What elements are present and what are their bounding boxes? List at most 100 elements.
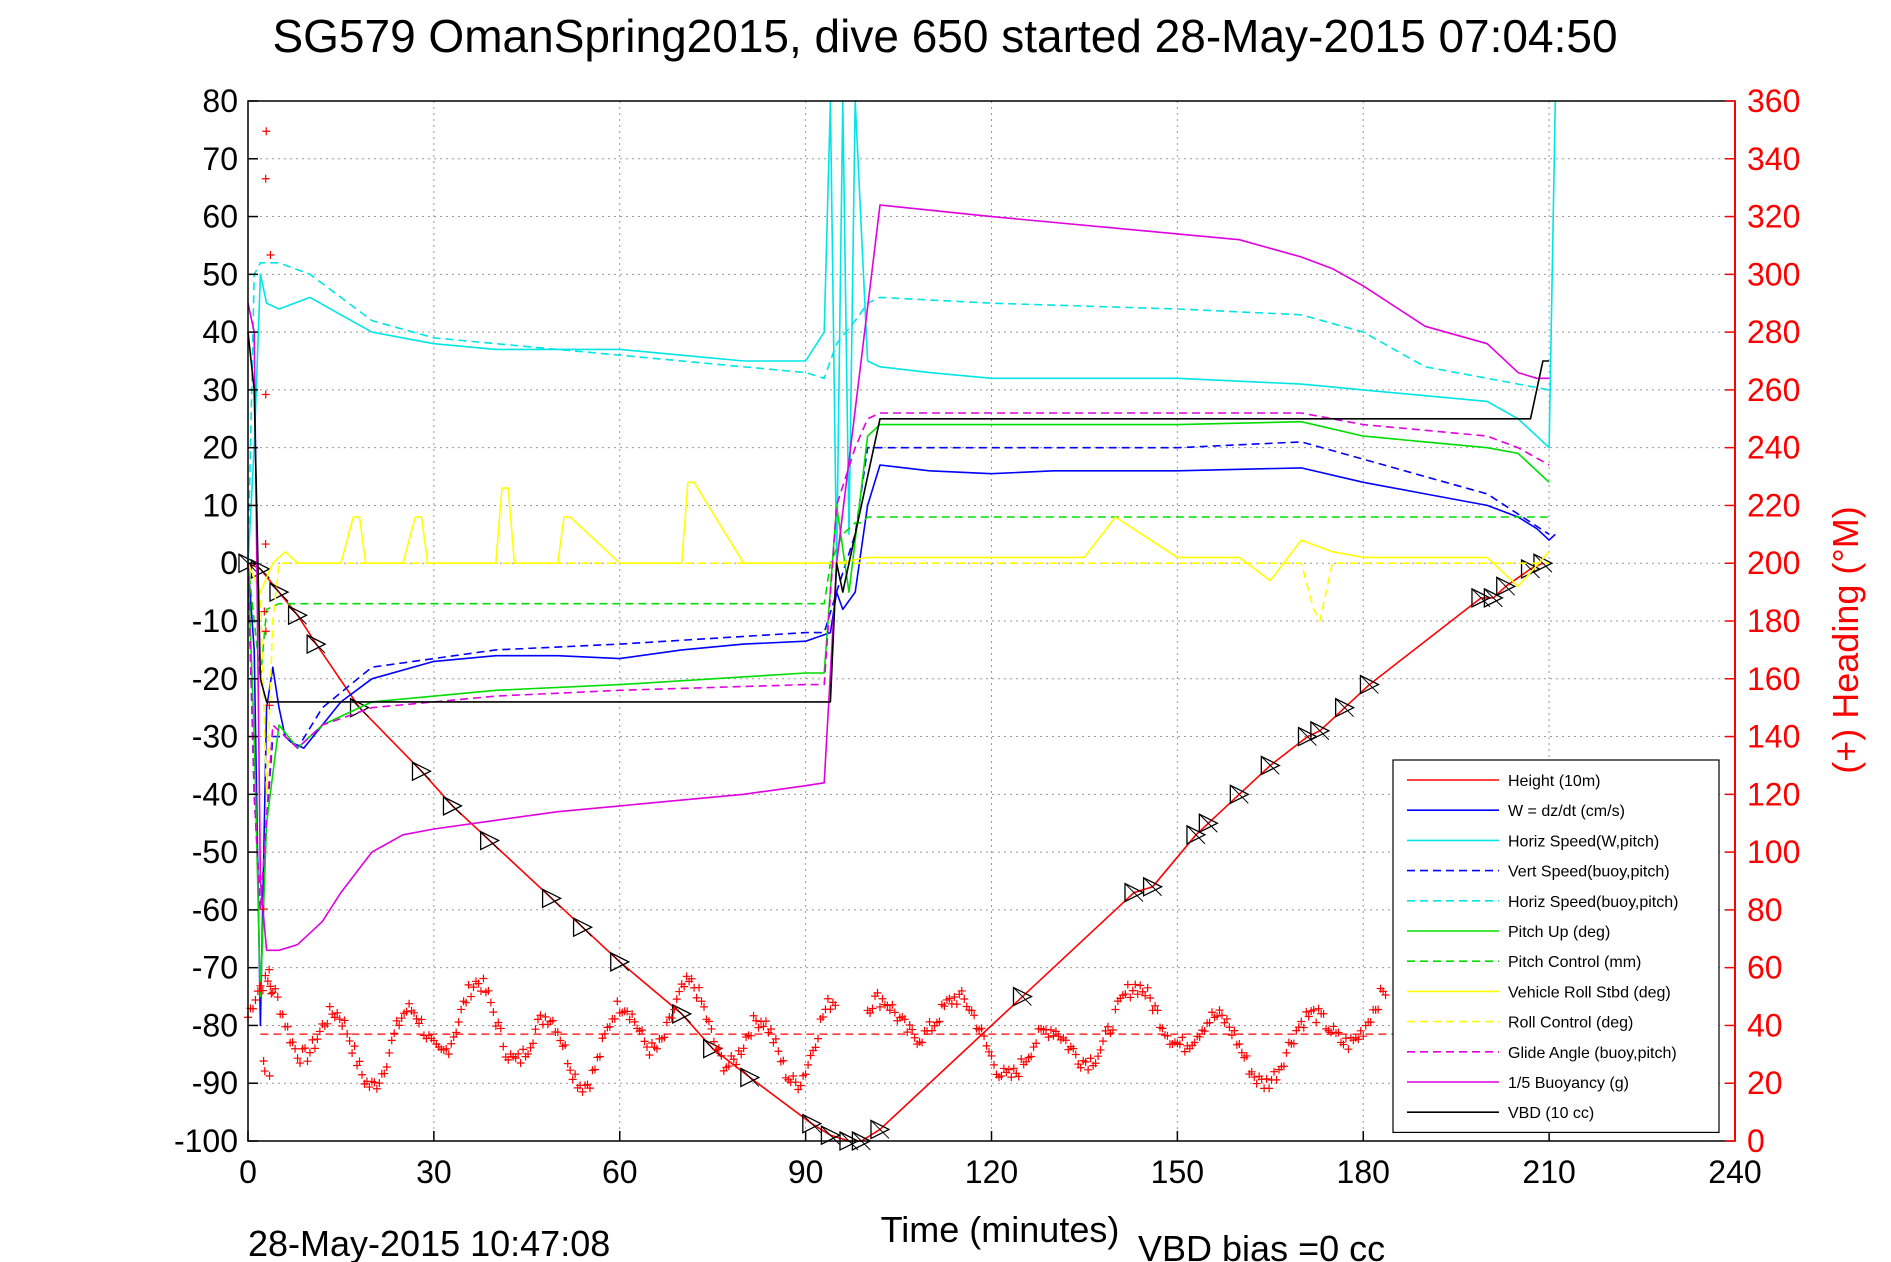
heading-point xyxy=(796,1081,805,1090)
x-tick-label: 240 xyxy=(1708,1154,1761,1190)
heading-point xyxy=(571,1070,580,1079)
heading-point xyxy=(873,988,882,997)
heading-point xyxy=(982,1041,991,1050)
heading-point xyxy=(330,1013,339,1022)
y-tick-label: 30 xyxy=(202,372,238,408)
height-marker-cross xyxy=(1229,784,1249,804)
heading-point xyxy=(1237,1048,1246,1057)
heading-point xyxy=(1123,980,1132,989)
heading-point xyxy=(729,1055,738,1064)
heading-point xyxy=(675,987,684,996)
height-marker-cross xyxy=(1124,883,1144,902)
heading-point xyxy=(457,1005,466,1014)
heading-point xyxy=(308,1035,317,1044)
heading-point xyxy=(1091,1059,1100,1068)
heading-point xyxy=(818,1013,827,1022)
heading-point xyxy=(387,1036,396,1045)
height-marker-cross xyxy=(1298,727,1317,746)
heading-point xyxy=(262,127,271,136)
heading-point xyxy=(499,1042,508,1051)
heading-point xyxy=(1175,1040,1184,1049)
heading-point xyxy=(928,1026,937,1035)
heading-point xyxy=(714,1044,723,1053)
heading-point xyxy=(1195,1032,1204,1041)
heading-point xyxy=(556,1036,565,1045)
heading-point xyxy=(486,998,495,1007)
height-marker xyxy=(703,1038,724,1059)
height-marker xyxy=(1186,824,1207,845)
heading-point xyxy=(1250,1073,1259,1082)
series-line-10 xyxy=(247,204,1550,952)
heading-point xyxy=(1374,1005,1383,1014)
height-marker-cross xyxy=(1199,813,1218,833)
heading-point xyxy=(372,1084,381,1093)
heading-point xyxy=(310,1044,319,1053)
height-marker xyxy=(1260,755,1281,776)
y-right-tick-label: 260 xyxy=(1747,372,1800,408)
heading-point xyxy=(883,1001,892,1010)
heading-point xyxy=(259,1056,268,1065)
heading-point xyxy=(293,1054,302,1063)
heading-point xyxy=(905,1021,914,1030)
y-tick-label: -60 xyxy=(192,892,238,928)
x-ticks: 0 30 60 90 120 150 180 210 240 xyxy=(239,1131,1762,1190)
heading-point xyxy=(613,997,622,1006)
heading-point xyxy=(1339,1040,1348,1049)
series-line-11 xyxy=(247,332,1550,703)
heading-point xyxy=(600,1029,609,1038)
heading-point xyxy=(1225,1023,1234,1032)
heading-point xyxy=(261,627,270,636)
chart-title: SG579 OmanSpring2015, dive 650 started 2… xyxy=(272,10,1617,62)
height-marker-cross xyxy=(1496,576,1516,596)
heading-point xyxy=(1004,1065,1013,1074)
heading-point xyxy=(672,995,681,1004)
height-marker xyxy=(802,1113,823,1134)
x-tick-label: 90 xyxy=(788,1154,824,1190)
heading-point xyxy=(265,1071,274,1080)
heading-point xyxy=(519,1045,528,1054)
heading-point xyxy=(325,1002,334,1011)
heading-point xyxy=(261,174,270,183)
heading-point xyxy=(476,987,485,996)
heading-point xyxy=(1356,1026,1365,1035)
heading-point xyxy=(444,1050,453,1059)
heading-point xyxy=(417,1015,426,1024)
heading-point xyxy=(1359,1032,1368,1041)
series-line-3 xyxy=(247,441,1550,911)
heading-point xyxy=(1151,1001,1160,1010)
heading-point xyxy=(908,1025,917,1034)
heading-point xyxy=(261,390,270,399)
y-ticks-right: 3603403203002802602402202001801601401201… xyxy=(1725,83,1800,1159)
heading-point xyxy=(1017,1054,1026,1063)
heading-point xyxy=(724,1062,733,1071)
height-marker-cross xyxy=(480,831,499,850)
heading-point xyxy=(1344,1045,1353,1054)
y-right-tick-label: 240 xyxy=(1747,430,1800,466)
heading-point xyxy=(709,1037,718,1046)
heading-point xyxy=(875,1002,884,1011)
heading-point xyxy=(553,1028,562,1037)
heading-point xyxy=(595,1052,604,1061)
heading-point xyxy=(660,1033,669,1042)
heading-point xyxy=(266,250,275,259)
heading-point xyxy=(623,1007,632,1016)
heading-point xyxy=(774,1047,783,1056)
heading-point xyxy=(489,1008,498,1017)
heading-point xyxy=(1270,1067,1279,1076)
heading-point xyxy=(888,1000,897,1009)
heading-scatter xyxy=(244,127,1550,1096)
heading-point xyxy=(271,984,280,993)
height-marker-cross xyxy=(1260,756,1280,775)
y-right-tick-label: 220 xyxy=(1747,487,1800,523)
heading-point xyxy=(526,1043,535,1052)
heading-point xyxy=(353,1061,362,1070)
heading-point xyxy=(779,1056,788,1065)
height-marker xyxy=(1483,587,1504,608)
heading-point xyxy=(739,1044,748,1053)
height-marker-cross xyxy=(1484,588,1503,608)
heading-point xyxy=(1084,1065,1093,1074)
height-marker-cross xyxy=(542,888,561,908)
heading-point xyxy=(479,974,488,983)
heading-point xyxy=(1299,1023,1308,1032)
heading-point xyxy=(752,1016,761,1025)
